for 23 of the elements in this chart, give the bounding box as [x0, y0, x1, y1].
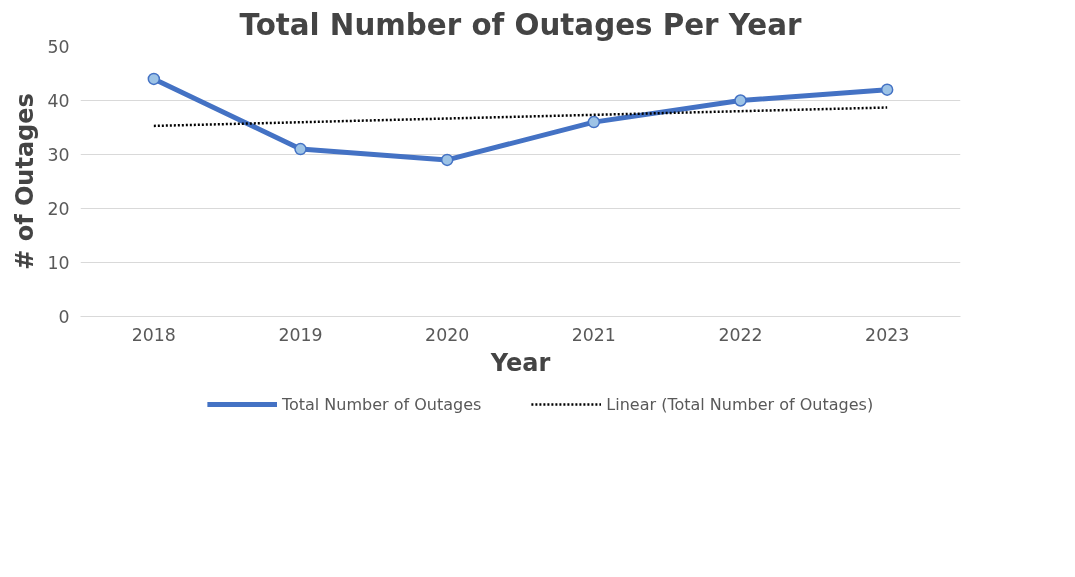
point: [587, 115, 601, 129]
legend-label: Total Number of Outages: [281, 394, 482, 414]
y-tick-label: 30: [47, 145, 70, 165]
point: [440, 153, 454, 167]
y-axis-title: # of Outages: [11, 93, 40, 270]
x-tick-label: 2022: [718, 324, 763, 345]
y-tick-label: 20: [47, 199, 70, 219]
point: [147, 72, 161, 86]
y-tick-label: 50: [47, 37, 70, 57]
x-tick-label: 2023: [865, 324, 910, 345]
x-axis-title: Year: [489, 348, 551, 377]
y-tick-label: 40: [47, 91, 70, 111]
x-tick-label: 2018: [131, 324, 176, 345]
x-tick-label: 2020: [425, 324, 470, 345]
point: [880, 83, 894, 96]
y-tick-label: 10: [47, 253, 70, 273]
chart-title: Total Number of Outages Per Year: [239, 7, 802, 42]
y-tick-label: 0: [58, 307, 70, 327]
point: [734, 94, 747, 107]
x-tick-label: 2019: [278, 324, 323, 345]
x-tick-label: 2021: [571, 324, 616, 345]
point: [294, 142, 307, 156]
legend-label: Linear (Total Number of Outages): [606, 394, 874, 414]
